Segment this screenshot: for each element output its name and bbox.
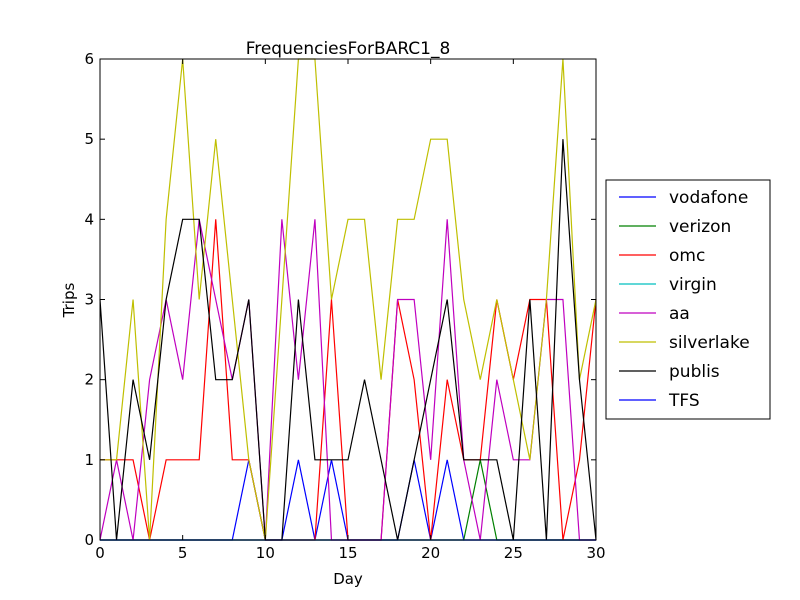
legend-label-omc: omc <box>669 246 705 266</box>
x-axis-label: Day <box>333 570 363 588</box>
series-line-verizon <box>100 459 596 541</box>
legend-label-publis: publis <box>669 362 720 382</box>
y-tick-label: 2 <box>84 371 94 389</box>
series-line-vodafone <box>100 459 596 541</box>
x-tick-label: 20 <box>421 544 440 562</box>
plot-frame <box>99 58 597 541</box>
legend-label-silverlake: silverlake <box>669 333 750 353</box>
legend-label-verizon: verizon <box>669 217 731 237</box>
y-axis-label: Trips <box>60 283 78 319</box>
legend-label-virgin: virgin <box>669 275 717 295</box>
legend-label-tfs: TFS <box>668 391 700 411</box>
y-tick-label: 1 <box>84 451 94 469</box>
y-tick-label: 3 <box>84 291 94 309</box>
series-layer <box>99 58 597 541</box>
legend-label-aa: aa <box>669 304 690 324</box>
legend: vodafone verizon omc virgin aa silverlake publ… <box>605 179 771 420</box>
y-tick-label: 5 <box>84 130 94 148</box>
x-tick-label: 25 <box>504 544 523 562</box>
x-tick-label: 0 <box>95 544 105 562</box>
x-tick-label: 15 <box>338 544 357 562</box>
x-tick-label: 5 <box>178 544 188 562</box>
y-tick-label: 0 <box>84 531 94 549</box>
y-tick-label: 4 <box>84 210 94 228</box>
chart-title: FrequenciesForBARC1_8 <box>246 39 451 59</box>
axes-layer: 0 5 10 15 20 25 30 0 1 2 3 4 5 6 <box>84 50 605 562</box>
legend-label-vodafone: vodafone <box>669 188 748 208</box>
series-line-omc <box>100 219 597 541</box>
series-line-aa <box>99 219 596 541</box>
series-line-silverlake <box>100 58 597 541</box>
y-tick-label: 6 <box>84 50 94 68</box>
x-tick-label: 10 <box>256 544 275 562</box>
legend-box <box>605 179 771 420</box>
x-tick-label: 30 <box>586 544 605 562</box>
